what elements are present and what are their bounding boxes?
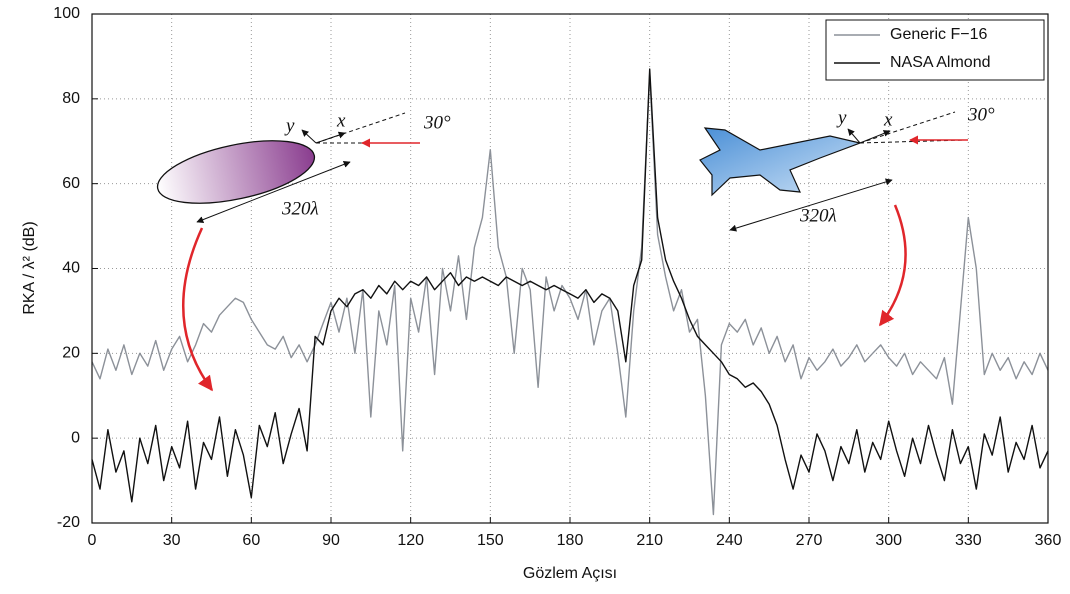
length-arrow — [196, 161, 351, 223]
x-tick-label: 0 — [88, 532, 97, 549]
x-tick-label: 30 — [163, 532, 181, 549]
x-tick-label: 120 — [397, 532, 424, 549]
x-tick-label: 360 — [1035, 532, 1062, 549]
legend-label: Generic F−16 — [890, 26, 987, 43]
x-tick-label: 150 — [477, 532, 504, 549]
annotation: 320λ — [281, 198, 319, 219]
x-arrow — [315, 131, 346, 144]
annotation: 320λ — [799, 205, 837, 226]
plot-frame — [91, 13, 1049, 524]
y-tick-label: -20 — [57, 514, 80, 531]
x-tick-label: 210 — [636, 532, 663, 549]
legend: Generic F−16 NASA Almond — [825, 19, 1045, 81]
series-line — [91, 72, 1049, 516]
x-tick-label: 180 — [557, 532, 584, 549]
y-arrow — [301, 129, 317, 144]
x-tick-label: 300 — [875, 532, 902, 549]
annotation: y — [284, 115, 295, 136]
x-axis-label: Gözlem Açısı — [523, 565, 617, 582]
y-arrow — [847, 128, 861, 144]
y-tick-label: 60 — [62, 175, 80, 192]
plot-lines — [91, 68, 1049, 516]
y-tick-label: 20 — [62, 345, 80, 362]
x-tick-label: 90 — [322, 532, 340, 549]
x-arrow — [859, 130, 891, 144]
dashed-axis — [859, 111, 956, 144]
annotation: x — [883, 109, 893, 130]
red-curve-arrow — [182, 227, 214, 392]
annotation: x — [336, 110, 346, 131]
legend-label: NASA Almond — [890, 54, 991, 71]
x-tick-label: 330 — [955, 532, 982, 549]
red-curve-arrow — [879, 204, 907, 327]
x-tick-label: 60 — [242, 532, 260, 549]
annotation: 30° — [967, 104, 995, 125]
annotation: y — [836, 107, 847, 128]
y-tick-label: 100 — [53, 5, 80, 22]
legend-box — [825, 19, 1045, 81]
x-tick-label: 240 — [716, 532, 743, 549]
annotation: 30° — [423, 112, 451, 133]
length-arrow — [729, 178, 893, 232]
y-tick-label: 0 — [71, 429, 80, 446]
y-tick-label: 40 — [62, 260, 80, 277]
f16-shape — [699, 127, 863, 197]
x-tick-label: 270 — [796, 532, 823, 549]
y-axis-label: RKA / λ² (dB) — [21, 221, 38, 314]
y-tick-label: 80 — [62, 90, 80, 107]
illustrations — [156, 111, 968, 392]
series-line — [91, 68, 1049, 503]
